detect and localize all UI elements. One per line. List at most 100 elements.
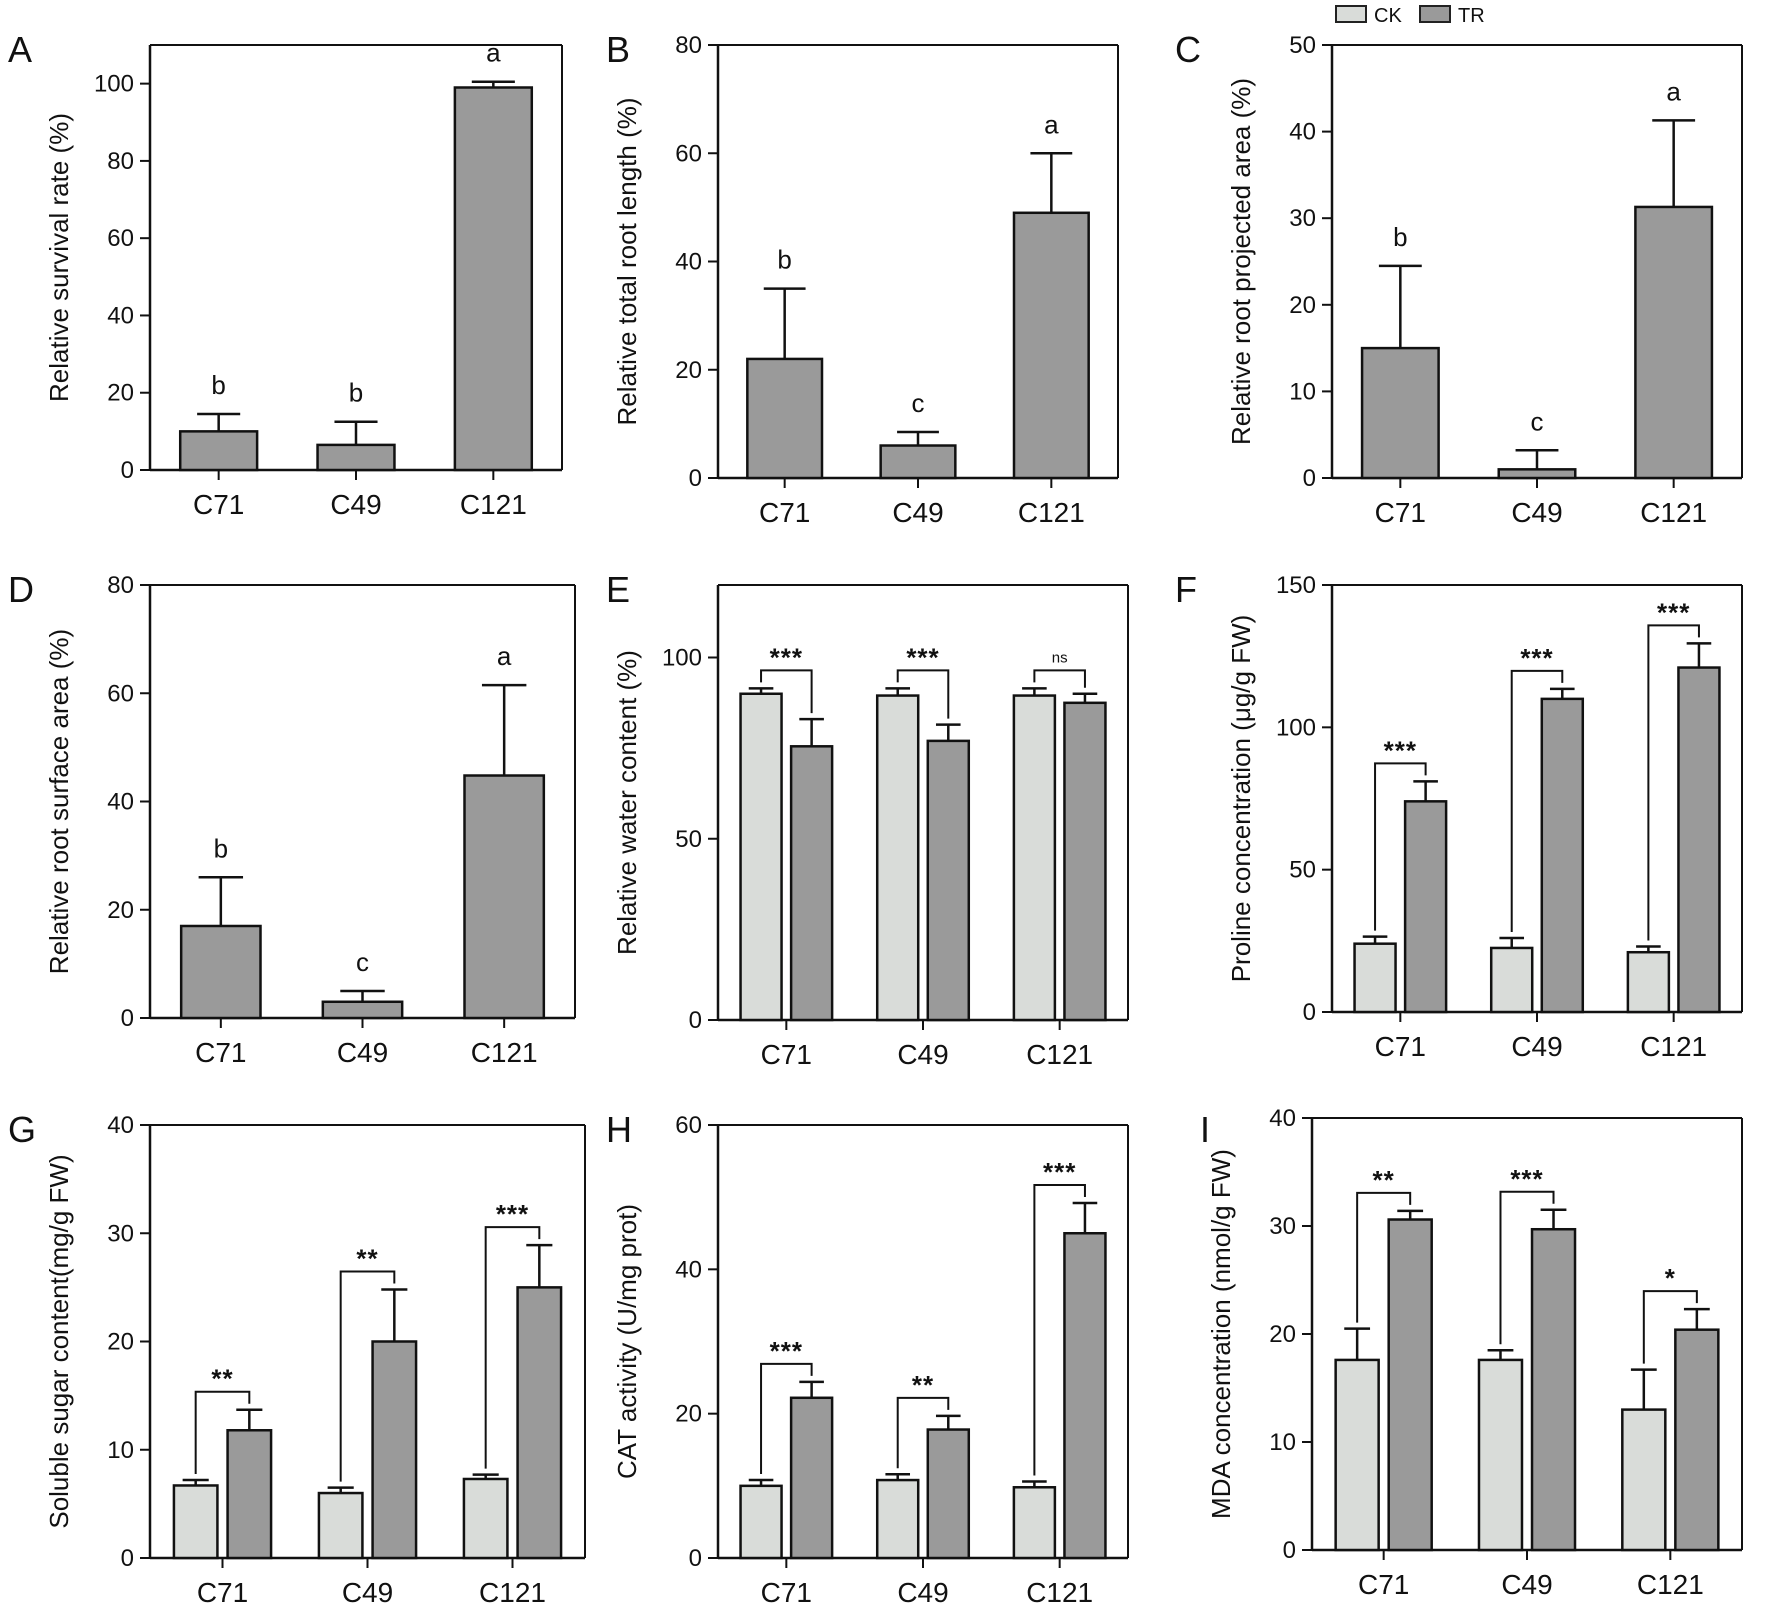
x-tick-label-h: C121 — [1026, 1577, 1093, 1604]
bar-ck-h — [875, 1478, 920, 1560]
bar-ck-i — [1334, 1358, 1380, 1552]
bar-tr-g — [226, 1429, 273, 1560]
significance-label-i: * — [1665, 1263, 1676, 1293]
y-tick-label-d: 20 — [107, 897, 134, 924]
x-tick-label-e: C121 — [1026, 1039, 1093, 1070]
significance-letter-d: a — [497, 641, 512, 671]
x-tick-label-f: C121 — [1640, 1031, 1707, 1062]
legend-label-ck: CK — [1374, 5, 1402, 27]
significance-label-f: *** — [1520, 643, 1553, 673]
y-tick-label-a: 20 — [107, 380, 134, 407]
panel-h: H 0 20 40 60 CAT activity (U/mg prot) C71 *** C4… — [606, 1109, 1129, 1604]
significance-label-e: *** — [770, 642, 803, 672]
bar-tr-h — [1063, 1232, 1107, 1560]
y-tick-label-b: 0 — [689, 465, 702, 492]
panel-letter-c: C — [1175, 29, 1201, 70]
significance-label-f: *** — [1657, 597, 1690, 627]
significance-label-g: ** — [211, 1364, 233, 1394]
y-tick-label-i: 30 — [1269, 1213, 1296, 1240]
significance-bracket-h — [896, 1396, 950, 1469]
y-tick-label-c: 50 — [1289, 32, 1316, 59]
bar-b — [879, 444, 957, 480]
bar-ck-g — [462, 1477, 509, 1560]
significance-bracket-i — [1642, 1290, 1698, 1364]
bar-b — [746, 357, 824, 480]
y-tick-label-e: 0 — [689, 1007, 702, 1034]
y-tick-label-a: 100 — [94, 71, 134, 98]
y-axis-title-i: MDA concentration (nmol/g FW) — [1206, 1149, 1236, 1519]
significance-label-g: *** — [496, 1199, 529, 1229]
bar-tr-h — [926, 1428, 971, 1560]
bar-a — [178, 430, 259, 472]
y-tick-label-a: 60 — [107, 225, 134, 252]
bar-a — [316, 443, 396, 472]
x-tick-label-b: C71 — [759, 497, 810, 528]
significance-letter-b: c — [912, 388, 925, 418]
legend-swatch-ck — [1335, 5, 1367, 23]
bar-ck-h — [739, 1484, 783, 1560]
x-tick-label-a: C121 — [460, 489, 527, 520]
panel-letter-h: H — [606, 1109, 632, 1150]
panel-letter-b: B — [606, 29, 630, 70]
y-tick-label-f: 0 — [1303, 999, 1316, 1026]
x-tick-label-c: C49 — [1511, 497, 1562, 528]
y-tick-label-f: 100 — [1276, 714, 1316, 741]
x-tick-label-d: C71 — [195, 1037, 246, 1068]
bar-ck-f — [1626, 950, 1671, 1014]
bar-ck-i — [1477, 1358, 1524, 1552]
y-tick-label-c: 40 — [1289, 119, 1316, 146]
x-tick-label-e: C49 — [897, 1039, 948, 1070]
bar-tr-i — [1387, 1218, 1433, 1552]
legend-label-tr: TR — [1458, 5, 1485, 27]
y-tick-label-a: 0 — [121, 457, 134, 484]
x-tick-label-a: C71 — [193, 489, 244, 520]
y-tick-label-c: 30 — [1289, 205, 1316, 232]
significance-bracket-h — [760, 1362, 813, 1475]
y-tick-label-b: 80 — [675, 32, 702, 59]
significance-label-g: ** — [356, 1244, 378, 1274]
y-axis-title-e: Relative water content (%) — [612, 650, 642, 955]
y-tick-label-h: 0 — [689, 1545, 702, 1572]
y-tick-label-c: 10 — [1289, 378, 1316, 405]
significance-letter-d: b — [214, 833, 228, 863]
bar-ck-e — [739, 692, 783, 1022]
panel-letter-a: A — [8, 29, 32, 70]
y-axis-title-d: Relative root surface area (%) — [44, 629, 74, 974]
y-tick-label-f: 50 — [1289, 857, 1316, 884]
y-axis-title-h: CAT activity (U/mg prot) — [612, 1204, 642, 1479]
bar-tr-g — [371, 1340, 418, 1560]
significance-bracket-i — [1499, 1190, 1555, 1345]
bar-tr-e — [926, 739, 971, 1022]
y-axis-title-a: Relative survival rate (%) — [44, 113, 74, 402]
y-tick-label-e: 100 — [662, 645, 702, 672]
y-tick-label-i: 0 — [1283, 1537, 1296, 1564]
significance-bracket-g — [339, 1270, 396, 1482]
x-tick-label-f: C71 — [1375, 1031, 1426, 1062]
significance-letter-a: b — [349, 378, 363, 408]
panel-letter-i: I — [1200, 1109, 1210, 1150]
x-tick-label-a: C49 — [330, 489, 381, 520]
bar-ck-f — [1353, 942, 1397, 1014]
significance-label-h: ** — [912, 1370, 934, 1400]
bar-ck-e — [875, 694, 920, 1022]
x-tick-label-b: C49 — [892, 497, 943, 528]
y-tick-label-h: 60 — [675, 1112, 702, 1139]
y-tick-label-a: 80 — [107, 148, 134, 175]
y-axis-title-c: Relative root projected area (%) — [1226, 78, 1256, 445]
y-tick-label-g: 10 — [107, 1437, 134, 1464]
significance-bracket-g — [484, 1226, 541, 1469]
significance-label-i: ** — [1373, 1165, 1395, 1195]
significance-letter-c: b — [1393, 222, 1407, 252]
legend: CK TR — [1335, 5, 1485, 27]
significance-bracket-f — [1374, 762, 1427, 931]
bar-tr-g — [516, 1286, 563, 1560]
panel-b: B 0 20 40 60 80 Relative total root length (%)… — [606, 29, 1119, 528]
panel-letter-g: G — [8, 1109, 36, 1150]
y-tick-label-c: 0 — [1303, 465, 1316, 492]
x-tick-label-i: C121 — [1637, 1569, 1704, 1600]
x-tick-label-d: C121 — [471, 1037, 538, 1068]
bar-tr-f — [1403, 800, 1448, 1014]
significance-label-e: *** — [906, 642, 939, 672]
significance-label-h: *** — [770, 1336, 803, 1366]
significance-label-f: *** — [1384, 735, 1417, 765]
